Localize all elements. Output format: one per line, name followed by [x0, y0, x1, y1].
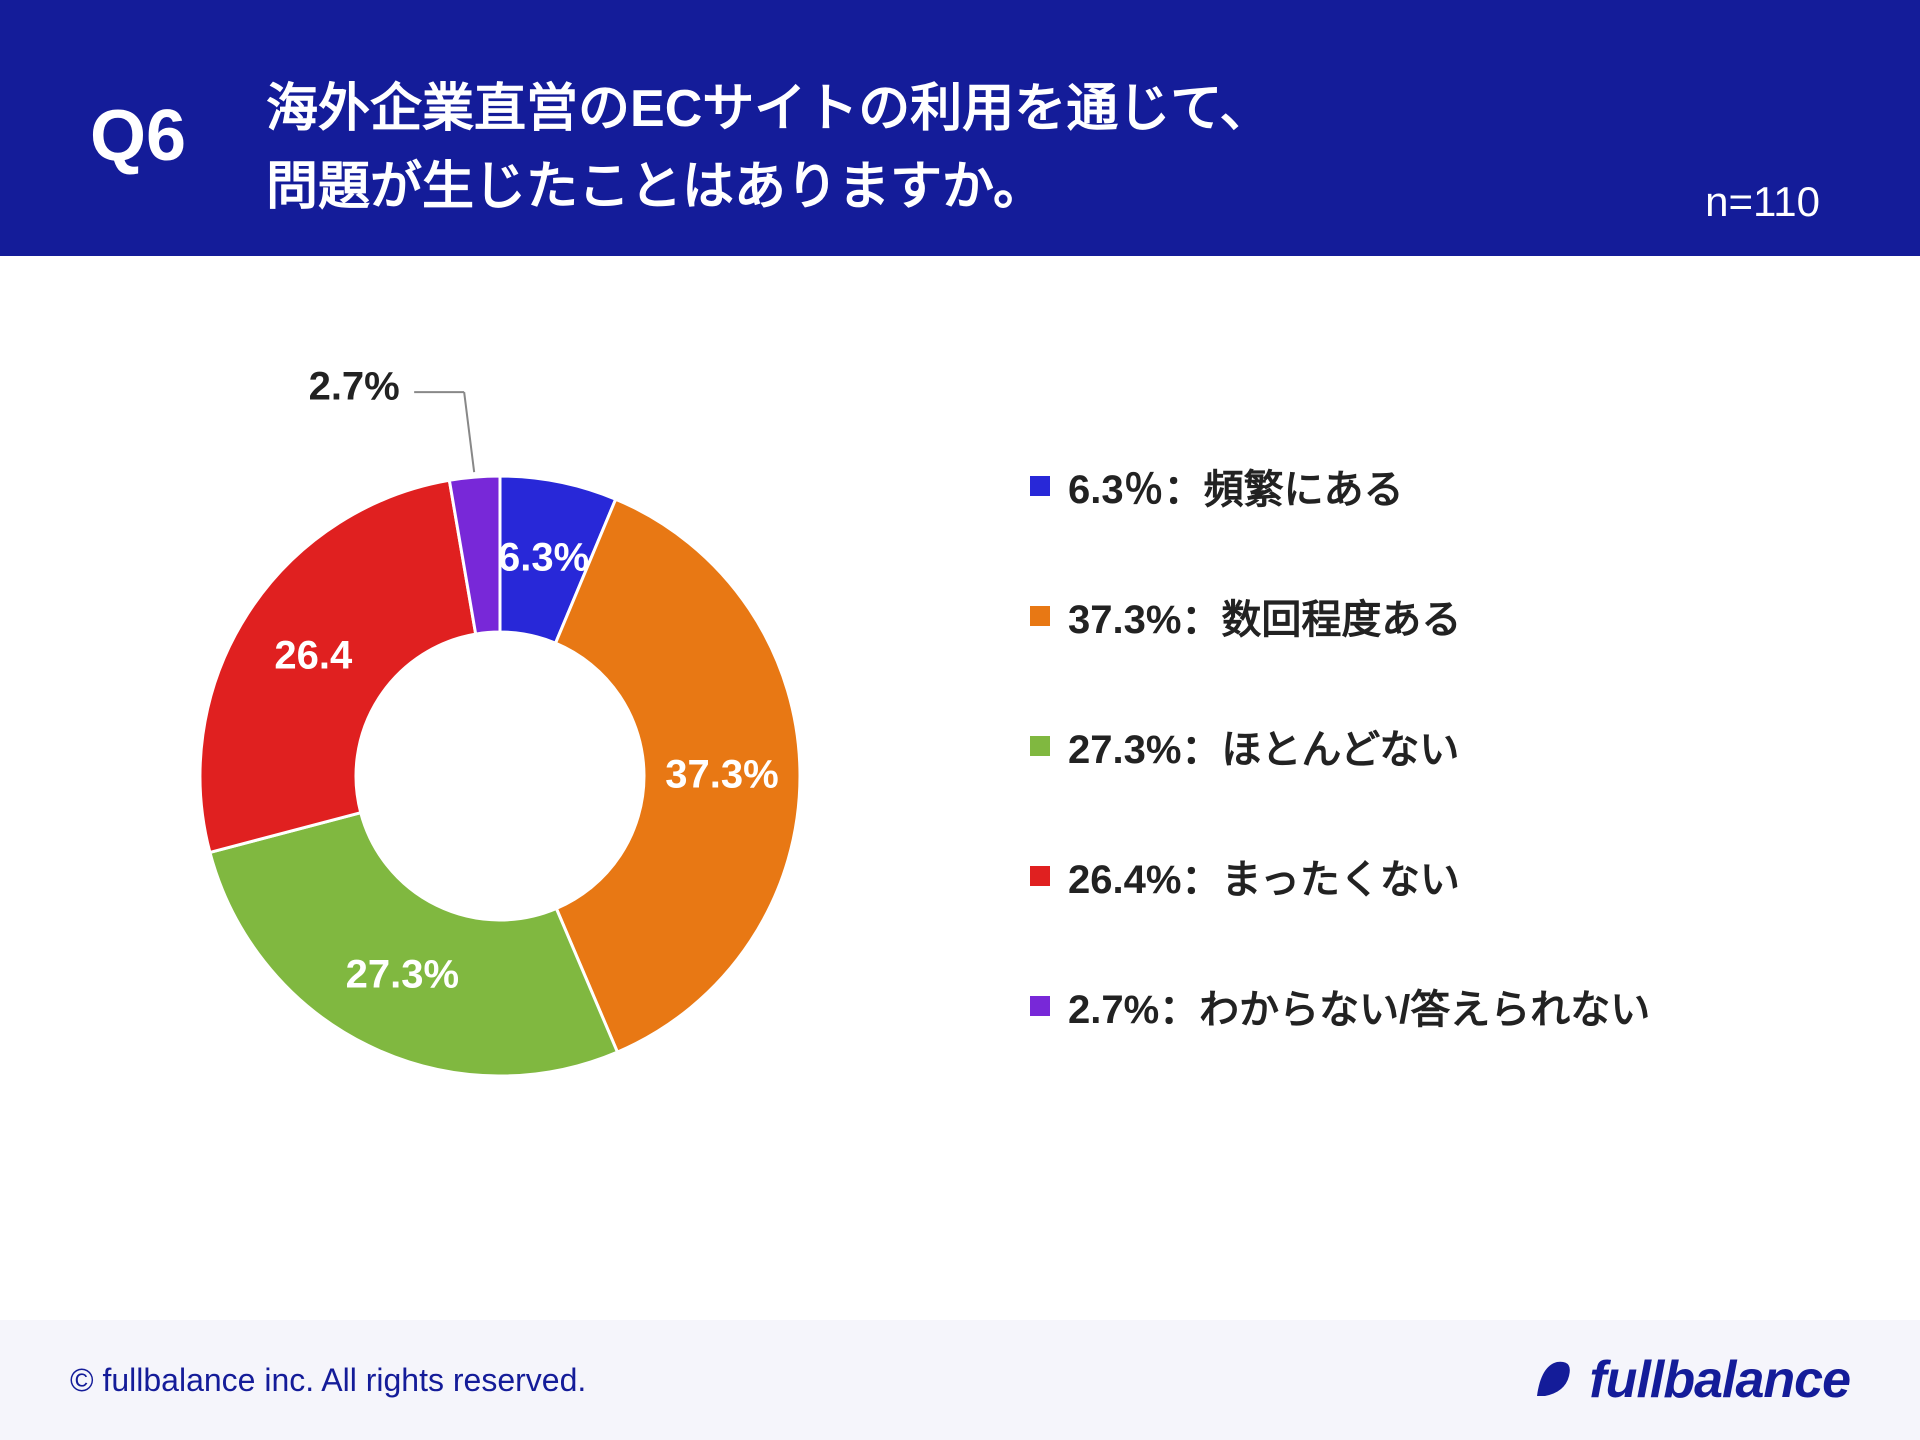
- copyright-text: © fullbalance inc. All rights reserved.: [70, 1362, 586, 1399]
- content-area: 6.3% 37.3% 27.3% 26.4 2.7% 6.3％：頻繁にある 37.3%：数…: [0, 256, 1920, 1176]
- slice-label: 27.3%: [346, 953, 459, 998]
- legend-label: 37.3%：数回程度ある: [1068, 587, 1461, 645]
- legend-item: 27.3%：ほとんどない: [1030, 717, 1650, 775]
- donut-chart: 6.3% 37.3% 27.3% 26.4 2.7%: [90, 336, 910, 1156]
- slice-label: 6.3%: [498, 536, 589, 581]
- sample-size: n=110: [1705, 178, 1820, 226]
- question-title-line1: 海外企業直営のECサイトの利用を通じて、: [266, 80, 1272, 138]
- legend-label: 6.3％：頻繁にある: [1068, 457, 1404, 515]
- slice-label: 37.3%: [665, 753, 778, 798]
- legend-label: 27.3%：ほとんどない: [1068, 717, 1459, 775]
- legend-item: 6.3％：頻繁にある: [1030, 457, 1650, 515]
- legend-label: 2.7%：わからない/答えられない: [1068, 977, 1650, 1035]
- brand-logo: fullbalance: [1529, 1350, 1850, 1410]
- legend-swatch: [1030, 476, 1050, 496]
- question-title: 海外企業直営のECサイトの利用を通じて、 問題が生じたことはありますか。: [266, 70, 1830, 226]
- legend-swatch: [1030, 606, 1050, 626]
- legend-item: 26.4%：まったくない: [1030, 847, 1650, 905]
- footer: © fullbalance inc. All rights reserved. …: [0, 1320, 1920, 1440]
- slice-label: 26.4: [274, 633, 352, 678]
- question-title-line2: 問題が生じたことはありますか。: [266, 158, 1045, 216]
- donut-svg: [90, 336, 910, 1156]
- legend-label: 26.4%：まったくない: [1068, 847, 1460, 905]
- brand-text: fullbalance: [1589, 1350, 1850, 1410]
- header: Q6 海外企業直営のECサイトの利用を通じて、 問題が生じたことはありますか。 …: [0, 0, 1920, 256]
- question-number: Q6: [90, 100, 186, 172]
- legend-item: 2.7%：わからない/答えられない: [1030, 977, 1650, 1035]
- legend-swatch: [1030, 736, 1050, 756]
- legend-swatch: [1030, 996, 1050, 1016]
- legend-swatch: [1030, 866, 1050, 886]
- slice-callout-label: 2.7%: [309, 365, 400, 410]
- brand-icon: [1529, 1356, 1577, 1404]
- chart-legend: 6.3％：頻繁にある 37.3%：数回程度ある 27.3%：ほとんどない 26.4%：…: [1030, 457, 1650, 1035]
- donut-slice: [210, 813, 618, 1076]
- legend-item: 37.3%：数回程度ある: [1030, 587, 1650, 645]
